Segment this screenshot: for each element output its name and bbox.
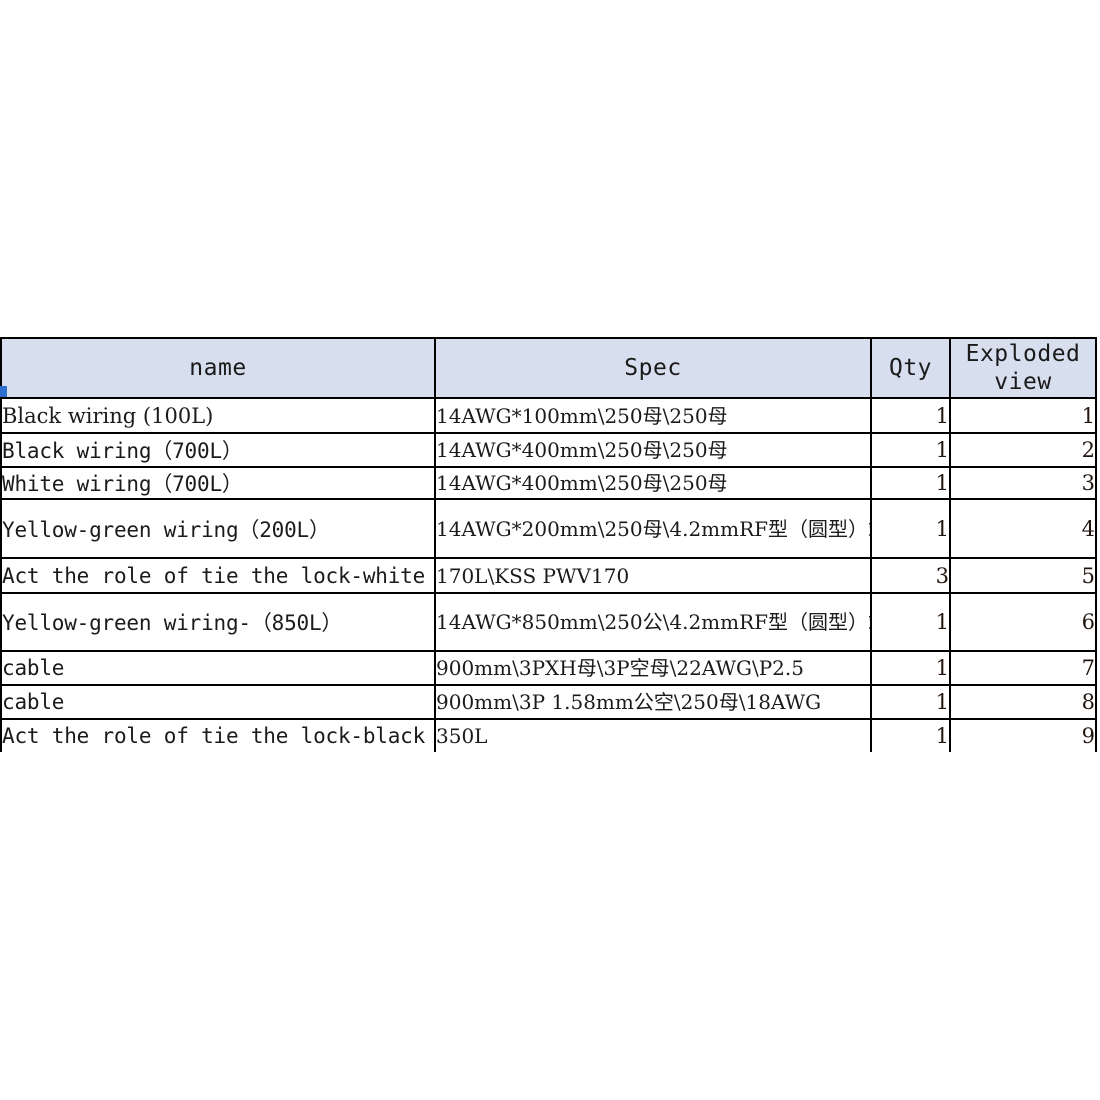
cell-spec[interactable]: 900mm\3PXH母\3P空母\22AWG\P2.5 [434,650,872,686]
column-header-qty[interactable]: Qty [870,337,951,399]
cell-name-text: Yellow-green wiring（200L） [2,517,330,542]
spreadsheet-sheet: name Spec Qty Exploded view Black wiring… [0,337,1100,752]
cell-qty[interactable]: 1 [870,432,951,468]
cell-name[interactable]: Yellow-green wiring-（850L） [0,592,436,652]
table-row[interactable]: Yellow-green wiring-（850L） 14AWG*850mm\2… [0,592,1097,652]
cell-qty[interactable]: 1 [870,684,951,720]
column-header-spec[interactable]: Spec [434,337,872,399]
cell-name-text: Black wiring (100L) [2,403,214,428]
cell-name[interactable]: White wiring（700L） [0,466,436,500]
cell-name[interactable]: Act the role of tie the lock-black [0,718,436,752]
column-header-exploded-view[interactable]: Exploded view [949,337,1097,399]
table-row[interactable]: White wiring（700L） 14AWG*400mm\250母\250母… [0,466,1097,500]
cell-name-text: Act the role of tie the lock-white [2,563,426,588]
cell-spec[interactable]: 350L [434,718,872,752]
cell-exploded-view[interactable]: 3 [949,466,1097,500]
cell-exploded-view[interactable]: 2 [949,432,1097,468]
cell-name[interactable]: cable [0,650,436,686]
cell-spec[interactable]: 900mm\3P 1.58mm公空\250母\18AWG [434,684,872,720]
cell-name-text: cable [2,656,65,680]
cell-qty[interactable]: 1 [870,466,951,500]
table-row[interactable]: cable 900mm\3PXH母\3P空母\22AWG\P2.5 1 7 [0,650,1097,686]
cell-spec[interactable]: 14AWG*850mm\250公\4.2mmRF型（圆型）端子 [434,592,872,652]
cell-qty[interactable]: 1 [870,397,951,434]
header-row: name Spec Qty Exploded view [0,337,1097,399]
cell-spec[interactable]: 14AWG*400mm\250母\250母 [434,432,872,468]
cell-name[interactable]: Black wiring (100L) [0,397,436,434]
table-row[interactable]: Act the role of tie the lock-white 170L\… [0,557,1097,594]
cell-exploded-view[interactable]: 1 [949,397,1097,434]
cell-exploded-view[interactable]: 7 [949,650,1097,686]
cell-name[interactable]: cable [0,684,436,720]
table-row[interactable]: cable 900mm\3P 1.58mm公空\250母\18AWG 1 8 [0,684,1097,720]
table-body: Black wiring (100L) 14AWG*100mm\250母\250… [0,397,1097,752]
table-row[interactable]: Yellow-green wiring（200L） 14AWG*200mm\25… [0,498,1097,559]
table-row[interactable]: Act the role of tie the lock-black 350L … [0,718,1097,752]
cell-name[interactable]: Act the role of tie the lock-white [0,557,436,594]
cell-name-text: White wiring（700L） [2,472,243,496]
table-row[interactable]: Black wiring (100L) 14AWG*100mm\250母\250… [0,397,1097,434]
cell-name-text: cable [2,690,65,714]
cell-name-text: Black wiring（700L） [2,439,243,463]
cell-exploded-view[interactable]: 9 [949,718,1097,752]
cell-name[interactable]: Yellow-green wiring（200L） [0,498,436,559]
table-row[interactable]: Black wiring（700L） 14AWG*400mm\250母\250母… [0,432,1097,468]
column-header-exploded-view-line1: Exploded [965,341,1081,367]
cell-name-text: Act the role of tie the lock-black [2,724,426,748]
selection-handle[interactable] [0,386,7,397]
column-header-exploded-view-line2: view [994,369,1052,395]
cell-qty[interactable]: 1 [870,592,951,652]
cell-qty[interactable]: 1 [870,498,951,559]
cell-exploded-view[interactable]: 6 [949,592,1097,652]
cell-qty[interactable]: 1 [870,718,951,752]
cell-exploded-view[interactable]: 5 [949,557,1097,594]
cell-spec[interactable]: 170L\KSS PWV170 [434,557,872,594]
cell-exploded-view[interactable]: 8 [949,684,1097,720]
cell-spec[interactable]: 14AWG*200mm\250母\4.2mmRF型（圆型）端子 [434,498,872,559]
cell-spec[interactable]: 14AWG*100mm\250母\250母 [434,397,872,434]
cell-exploded-view[interactable]: 4 [949,498,1097,559]
cell-name-text: Yellow-green wiring-（850L） [2,611,343,635]
cell-name[interactable]: Black wiring（700L） [0,432,436,468]
column-header-name[interactable]: name [0,337,436,399]
table-header: name Spec Qty Exploded view [0,337,1097,399]
cell-qty[interactable]: 3 [870,557,951,594]
cell-qty[interactable]: 1 [870,650,951,686]
bom-table: name Spec Qty Exploded view Black wiring… [0,337,1097,752]
cell-spec[interactable]: 14AWG*400mm\250母\250母 [434,466,872,500]
